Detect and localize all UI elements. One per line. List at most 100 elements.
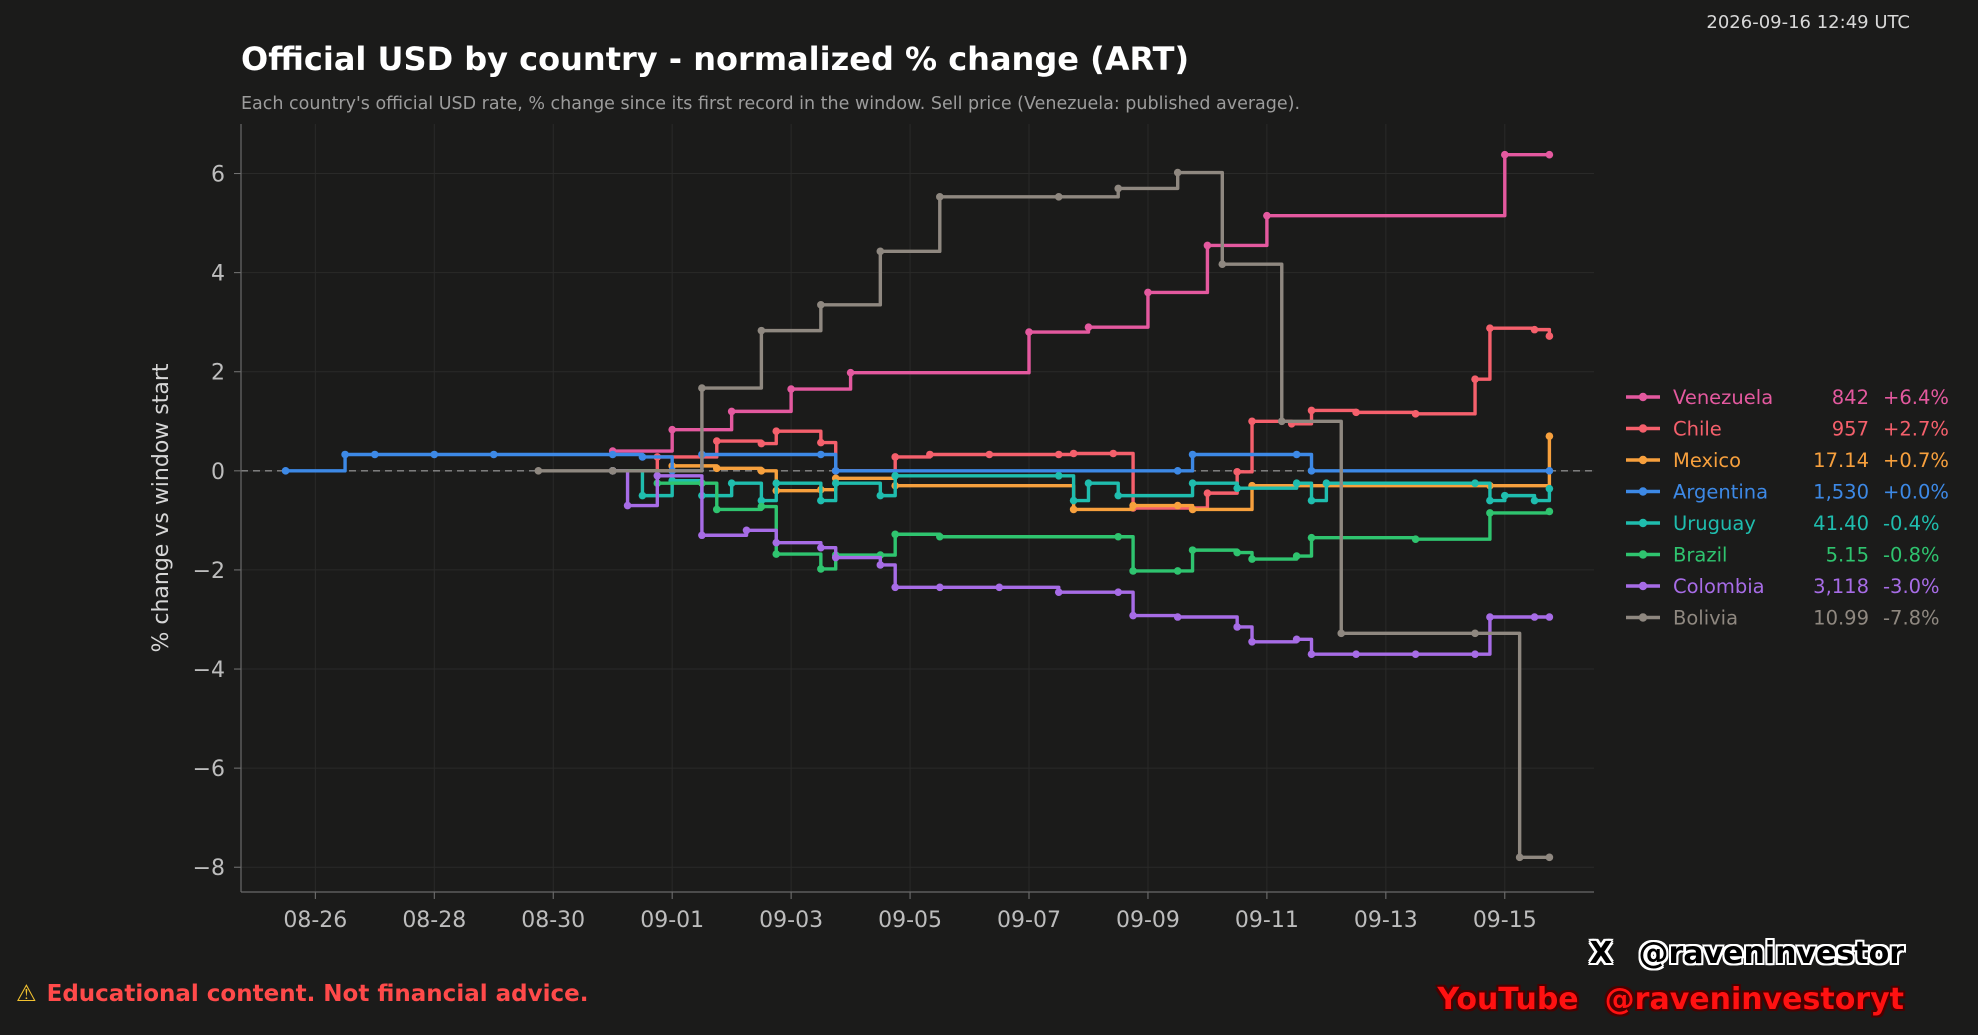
data-point <box>638 453 647 461</box>
data-point <box>1084 479 1093 488</box>
legend-item-venezuela: Venezuela 842 +6.4% <box>1626 386 1949 409</box>
data-point <box>1248 637 1256 646</box>
x-handle-watermark: X @raveninvestor <box>1589 936 1904 971</box>
data-point <box>891 583 899 592</box>
warning-icon: ⚠ <box>16 981 37 1007</box>
data-point <box>1248 555 1256 563</box>
series-line <box>612 326 1552 510</box>
series-colombia <box>608 467 1554 658</box>
data-point <box>1545 613 1554 621</box>
data-point <box>1292 450 1301 459</box>
data-point <box>712 437 721 445</box>
legend-last-value: 1,530 <box>1813 481 1869 504</box>
data-point <box>936 193 944 201</box>
chart-axes: 08-26 08-28 08-30 09-01 09-03 09-05 09-07 09-09… <box>193 124 1594 933</box>
data-point <box>891 453 899 461</box>
data-point <box>1337 629 1346 638</box>
y-tick-label: −6 <box>193 757 225 782</box>
legend-change: +2.7% <box>1883 418 1949 441</box>
data-point <box>757 502 766 511</box>
data-point <box>757 326 766 335</box>
chart-subtitle: Each country's official USD rate, % chan… <box>241 94 1301 114</box>
legend-last-value: 10.99 <box>1813 607 1869 630</box>
data-point <box>608 450 617 459</box>
legend-name: Brazil <box>1673 544 1727 567</box>
legend-swatch-marker <box>1638 487 1648 496</box>
data-point <box>1188 505 1197 514</box>
data-point <box>1233 484 1241 492</box>
data-point <box>698 384 706 392</box>
data-point <box>1203 241 1212 250</box>
data-point <box>995 583 1004 592</box>
data-point <box>876 561 885 569</box>
data-point <box>831 467 840 475</box>
data-point <box>1173 467 1182 475</box>
data-point <box>1471 650 1479 658</box>
x-tick-label: 09-15 <box>1473 908 1537 933</box>
data-point <box>1530 613 1539 621</box>
legend-item-bolivia: Bolivia 10.99 -7.8% <box>1626 607 1940 630</box>
data-point <box>891 530 899 539</box>
data-point <box>1352 650 1360 658</box>
legend-name: Uruguay <box>1673 512 1756 535</box>
x-tick-label: 09-13 <box>1354 908 1418 933</box>
disclaimer-text: Educational content. Not financial advic… <box>46 981 589 1007</box>
data-point <box>608 467 617 475</box>
data-point <box>371 450 379 459</box>
legend-change: -0.4% <box>1883 512 1940 535</box>
legend-swatch-marker <box>1638 613 1648 622</box>
x-tick-label: 09-11 <box>1235 908 1299 933</box>
legend-swatch-marker <box>1638 392 1648 402</box>
data-point <box>1129 567 1137 575</box>
legend-swatch-marker <box>1638 455 1648 465</box>
data-point <box>1069 449 1078 458</box>
data-point <box>1486 324 1494 332</box>
data-point <box>1545 484 1554 493</box>
chart-grid <box>241 124 1594 892</box>
series-venezuela <box>608 150 1554 455</box>
series-brazil <box>608 467 1554 575</box>
data-point <box>1307 496 1316 505</box>
data-point <box>757 467 766 475</box>
legend-name: Chile <box>1673 418 1722 441</box>
data-point <box>1411 650 1420 658</box>
data-point <box>1218 260 1227 269</box>
data-point <box>936 583 944 592</box>
data-point <box>1173 168 1182 177</box>
data-point <box>1530 325 1539 334</box>
data-point <box>891 471 899 480</box>
data-point <box>1069 496 1078 505</box>
y-axis-label: % change vs window start <box>149 363 174 652</box>
data-point <box>1411 535 1420 544</box>
data-point <box>1114 184 1123 193</box>
chart-legend: Venezuela 842 +6.4% Chile 957 +2.7% Mexico 17.1… <box>1626 386 1949 630</box>
disclaimer: ⚠ Educational content. Not financial advi… <box>16 981 588 1007</box>
data-point <box>1114 532 1123 541</box>
data-point <box>1114 588 1123 597</box>
legend-last-value: 957 <box>1832 418 1869 441</box>
data-point <box>341 450 349 459</box>
youtube-handle: @raveninvestoryt <box>1604 982 1904 1017</box>
data-point <box>1292 479 1301 488</box>
legend-change: -0.8% <box>1883 544 1940 567</box>
data-point <box>1307 467 1316 475</box>
data-point <box>698 531 706 540</box>
data-point <box>623 501 632 510</box>
data-point <box>1307 650 1316 658</box>
data-point <box>281 467 290 475</box>
data-point <box>1144 288 1152 297</box>
data-point <box>1545 432 1554 440</box>
x-tick-label: 08-28 <box>402 908 466 933</box>
y-tick-label: 4 <box>211 262 225 287</box>
x-tick-label: 08-30 <box>521 908 585 933</box>
data-point <box>846 368 855 377</box>
youtube-logo: YouTube <box>1437 982 1579 1017</box>
data-point <box>430 450 439 459</box>
data-point <box>1307 406 1316 415</box>
x-tick-label: 09-03 <box>759 908 823 933</box>
y-tick-label: 6 <box>211 163 225 188</box>
data-point <box>1486 496 1494 505</box>
legend-last-value: 3,118 <box>1813 575 1869 598</box>
data-point <box>668 425 676 434</box>
